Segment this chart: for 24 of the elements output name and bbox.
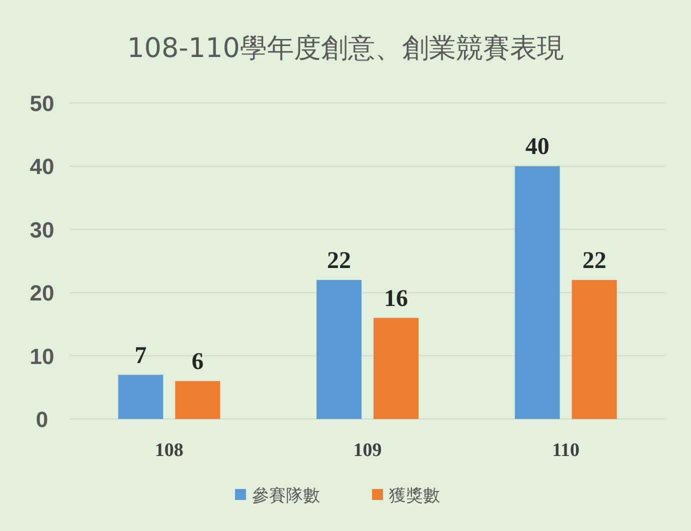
data-label: 22 (327, 248, 351, 274)
y-tick-label: 30 (30, 217, 54, 242)
data-label: 7 (134, 342, 147, 369)
bar (374, 318, 418, 419)
x-tick-label: 108 (154, 440, 184, 461)
bar (514, 166, 560, 419)
data-label: 16 (384, 286, 408, 312)
data-label: 6 (192, 349, 204, 376)
y-tick-label: 40 (30, 154, 54, 180)
x-tick-label: 110 (552, 440, 580, 461)
legend-label: 參賽隊數 (252, 486, 320, 506)
x-tick-label: 109 (353, 440, 382, 461)
bar (175, 381, 220, 419)
legend-label: 獲獎數 (389, 486, 440, 506)
data-label: 40 (525, 134, 550, 160)
bar (316, 280, 362, 419)
y-tick-label: 50 (30, 91, 54, 116)
data-label: 22 (582, 248, 606, 274)
chart-title: 108-110學年度創意、創業競賽表現 (127, 33, 564, 64)
y-tick-label: 10 (30, 344, 54, 369)
y-tick-label: 0 (36, 407, 48, 432)
bar (118, 374, 164, 419)
y-tick-label: 20 (30, 280, 54, 306)
bar (572, 280, 617, 419)
